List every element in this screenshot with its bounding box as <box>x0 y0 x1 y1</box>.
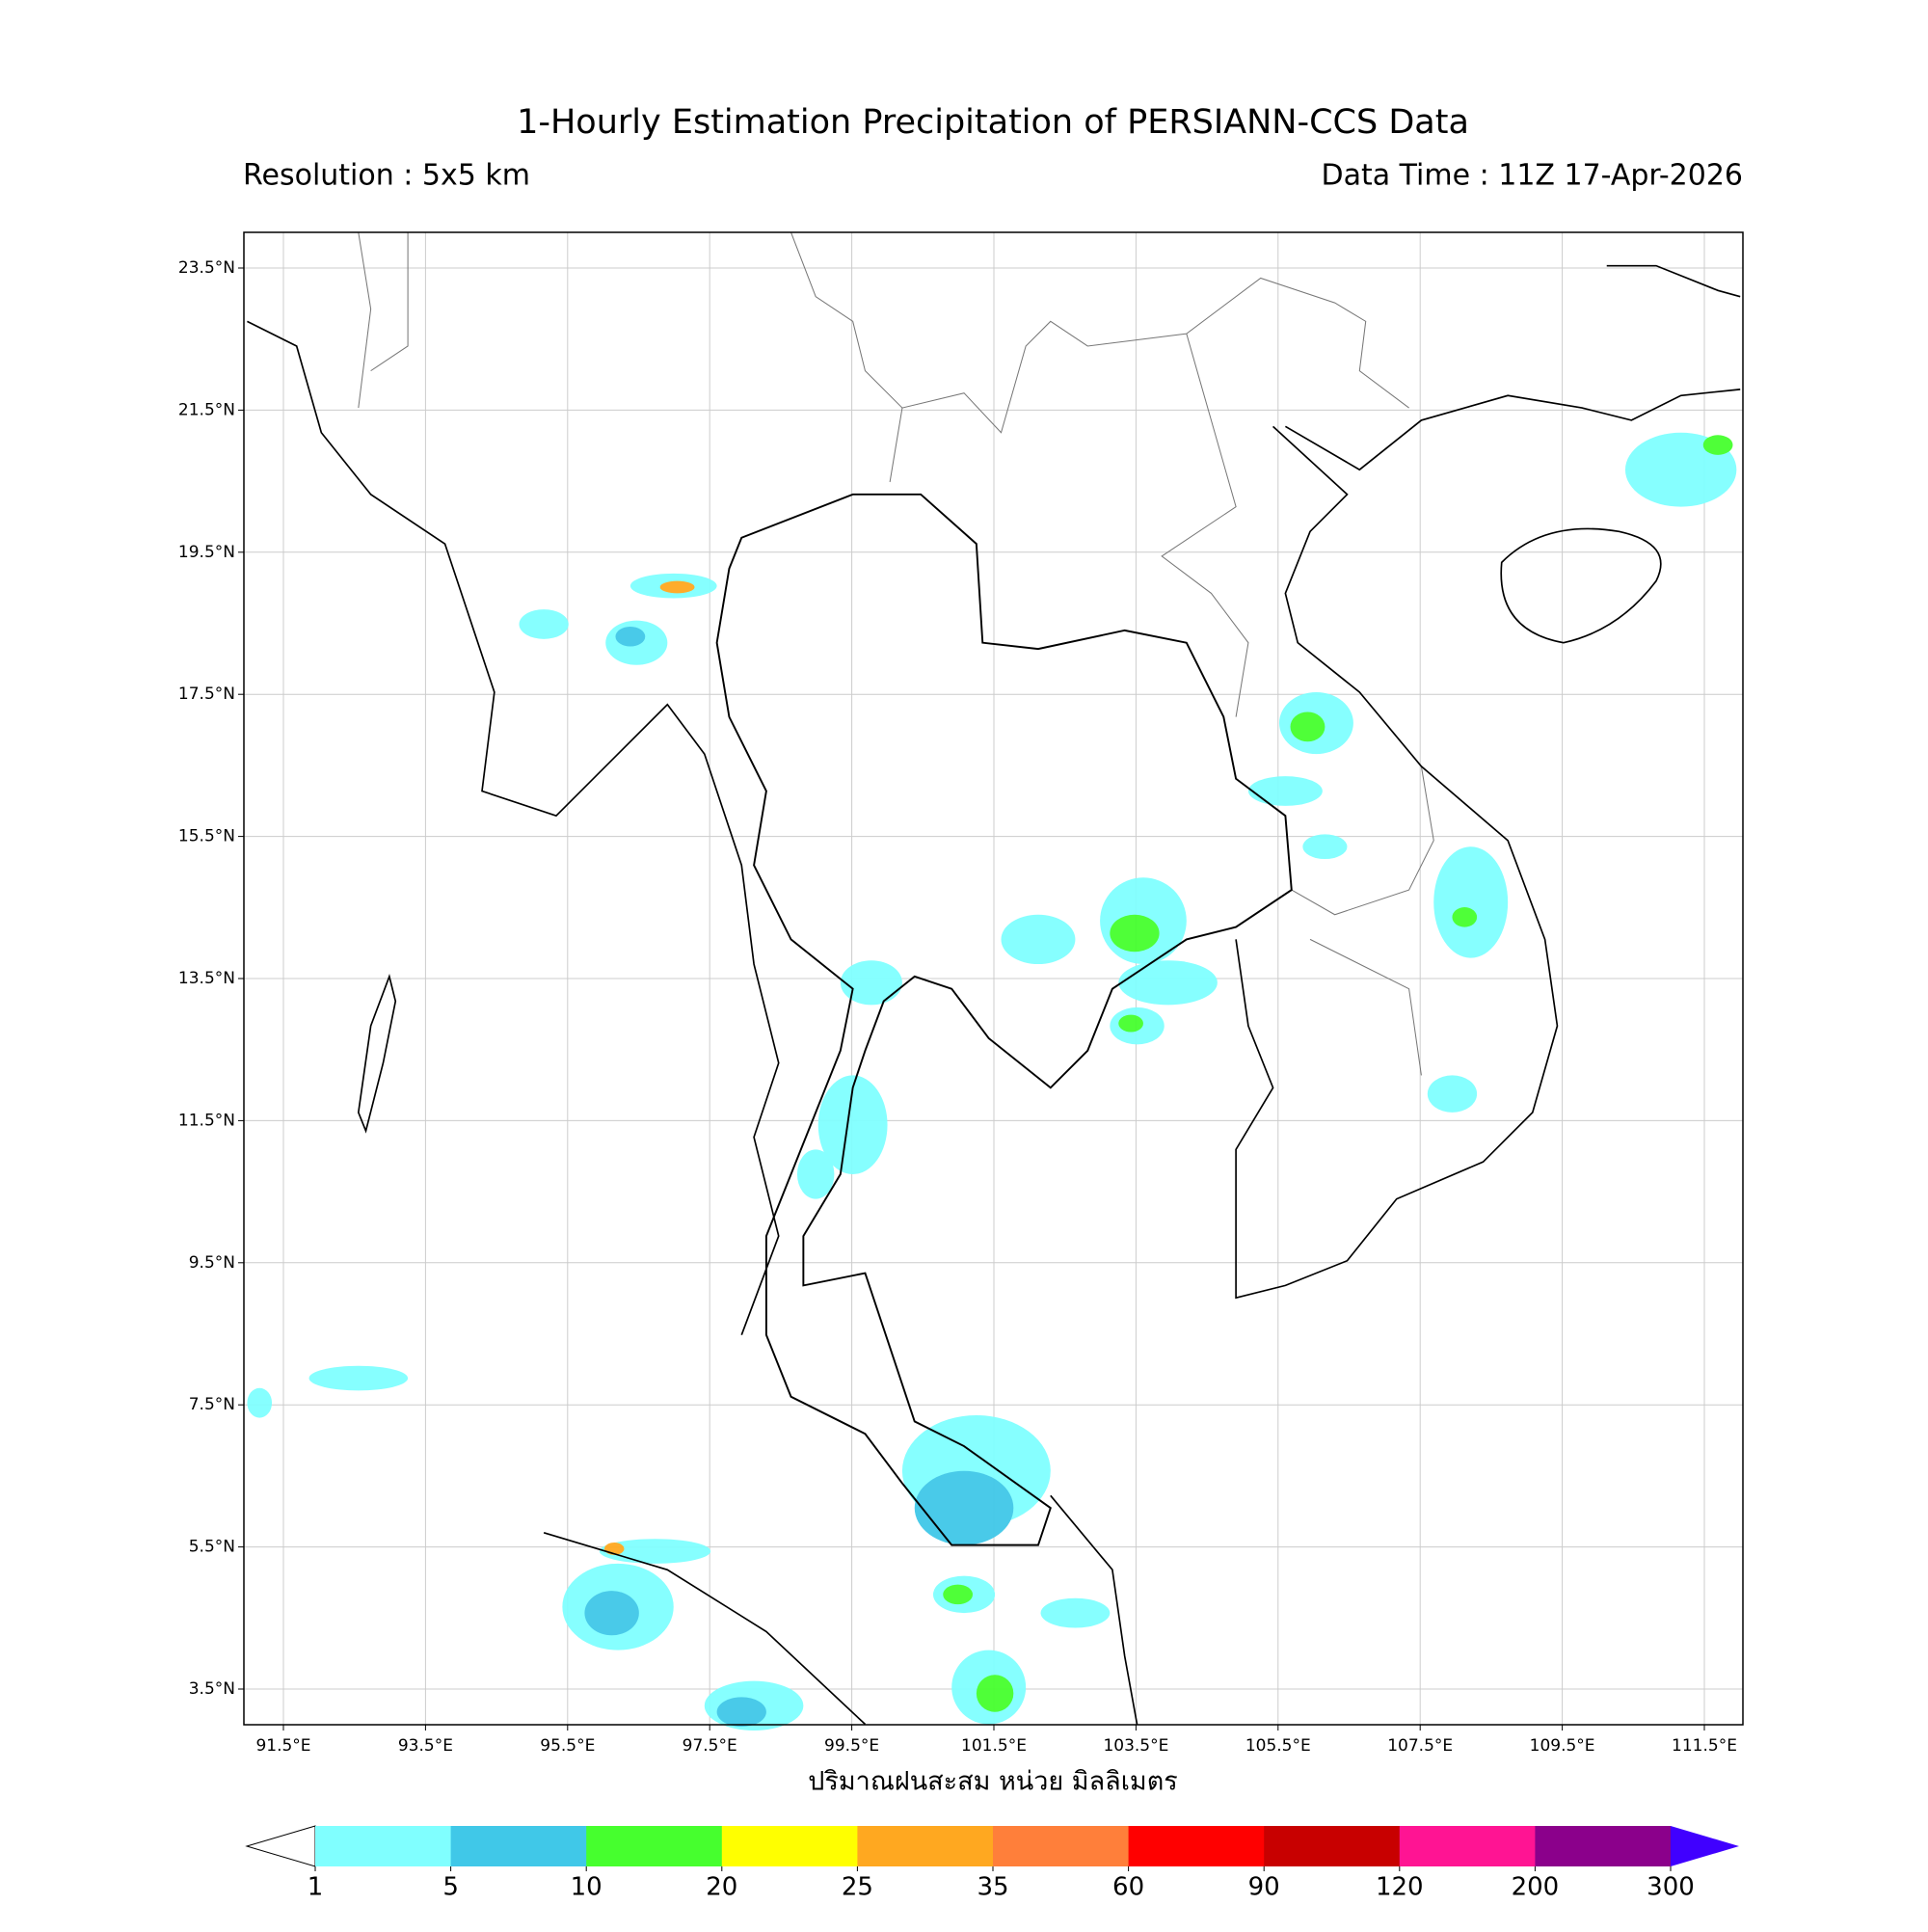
colorbar-label: ปริมาณฝนสะสม หน่วย มิลลิเมตร <box>808 1767 1178 1797</box>
colorbar-tick-label: 25 <box>842 1873 873 1902</box>
lon-tick-label: 107.5°E <box>1387 1736 1453 1756</box>
lon-tick-label: 105.5°E <box>1245 1736 1311 1756</box>
colorbar-segment <box>1264 1826 1401 1866</box>
lon-tick-label: 99.5°E <box>824 1736 879 1756</box>
lon-tick-label: 101.5°E <box>961 1736 1027 1756</box>
colorbar-tick-label: 300 <box>1647 1873 1695 1902</box>
lat-tick-label: 15.5°N <box>178 827 235 846</box>
colorbar-segment <box>586 1826 723 1866</box>
colorbar-segment <box>315 1826 452 1866</box>
lat-tick-label: 13.5°N <box>178 969 235 988</box>
colorbar-segment <box>1399 1826 1536 1866</box>
colorbar-segment <box>450 1826 587 1866</box>
lat-tick-label: 23.5°N <box>178 258 235 278</box>
lat-tick-label: 3.5°N <box>189 1679 235 1699</box>
colorbar-under <box>245 1825 316 1867</box>
lon-tick-label: 109.5°E <box>1530 1736 1595 1756</box>
lat-tick-label: 9.5°N <box>189 1253 235 1273</box>
colorbar: 1 5 10 20 25 35 60 90 120 200 300 <box>245 1825 1739 1902</box>
lon-tick-label: 95.5°E <box>540 1736 595 1756</box>
colorbar-tick-label: 1 <box>308 1873 324 1902</box>
title: 1-Hourly Estimation Precipitation of PER… <box>517 103 1469 142</box>
data-time: Data Time : 11Z 17-Apr-2026 <box>1321 159 1743 193</box>
colorbar-segment <box>1535 1826 1672 1866</box>
colorbar-tick-label: 5 <box>442 1873 459 1902</box>
colorbar-segment <box>1128 1826 1265 1866</box>
colorbar-tick-label: 60 <box>1112 1873 1144 1902</box>
colorbar-tick-label: 200 <box>1512 1873 1560 1902</box>
lon-tick-label: 97.5°E <box>683 1736 737 1756</box>
lon-tick-label: 111.5°E <box>1672 1736 1737 1756</box>
lat-tick-label: 21.5°N <box>178 400 235 419</box>
lon-tick-label: 93.5°E <box>398 1736 453 1756</box>
colorbar-segment <box>721 1826 858 1866</box>
colorbar-tick-label: 20 <box>706 1873 737 1902</box>
coastlines <box>247 264 1741 1726</box>
lat-tick-label: 7.5°N <box>189 1395 235 1414</box>
resolution: Resolution : 5x5 km <box>243 159 530 193</box>
lon-tick-label: 91.5°E <box>255 1736 310 1756</box>
colorbar-tick-label: 35 <box>977 1873 1008 1902</box>
map-layer <box>247 231 1741 1731</box>
colorbar-segment <box>857 1826 994 1866</box>
lon-tick-label: 103.5°E <box>1103 1736 1168 1756</box>
lat-tick-label: 5.5°N <box>189 1538 235 1557</box>
colorbar-tick-label: 10 <box>571 1873 602 1902</box>
precipitation <box>247 432 1737 1731</box>
borders <box>358 231 1434 1076</box>
colorbar-tick-label: 90 <box>1248 1873 1280 1902</box>
lat-tick-label: 19.5°N <box>178 543 235 562</box>
colorbar-over <box>1671 1826 1739 1866</box>
colorbar-tick-label: 120 <box>1376 1873 1424 1902</box>
lat-tick-label: 17.5°N <box>178 684 235 704</box>
lat-tick-label: 11.5°N <box>178 1111 235 1130</box>
colorbar-segment <box>993 1826 1130 1866</box>
